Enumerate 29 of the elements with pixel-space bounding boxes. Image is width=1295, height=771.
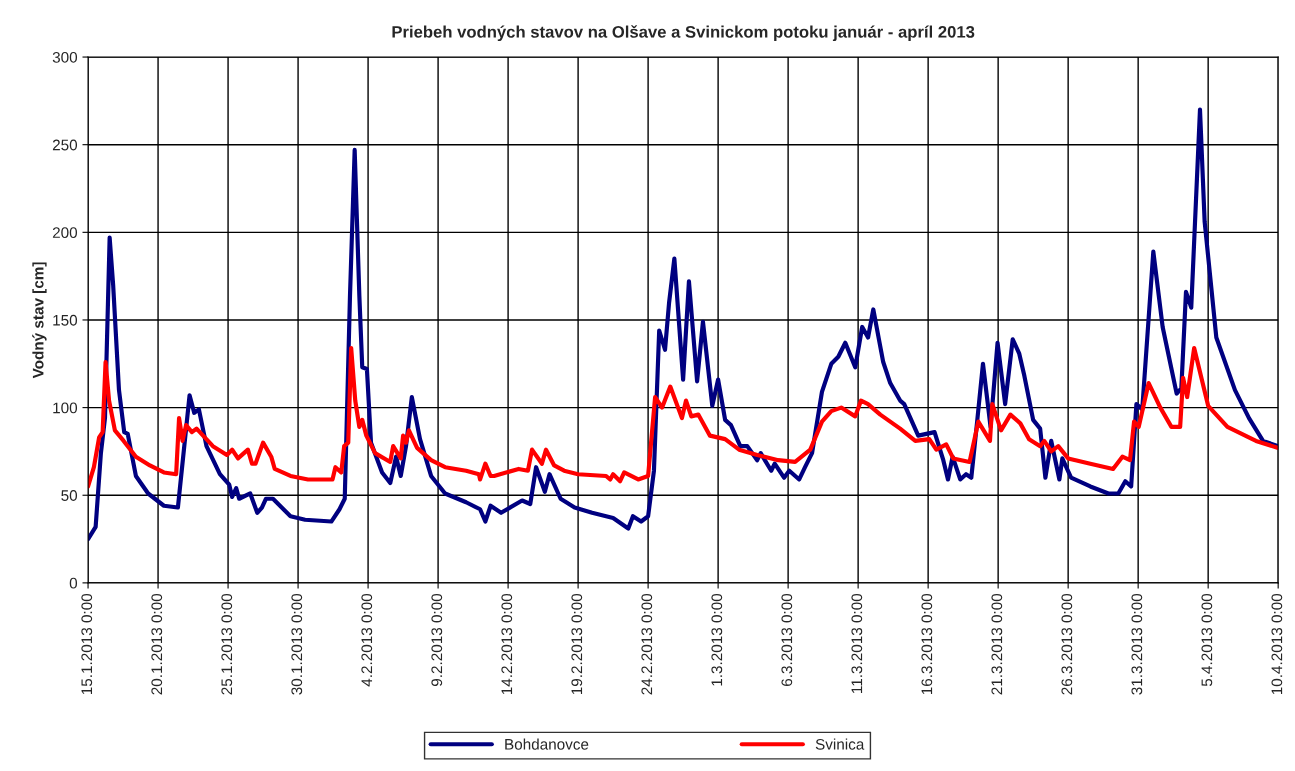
x-tick-label: 11.3.2013 0:00 xyxy=(851,593,863,693)
x-tick-label: 4.2.2013 0:00 xyxy=(361,593,373,687)
x-tick-label: 14.2.2013 0:00 xyxy=(501,593,513,695)
x-tick-label: 20.1.2013 0:00 xyxy=(151,593,163,695)
y-tick-label: 0 xyxy=(69,577,78,589)
x-tick-label: 19.2.2013 0:00 xyxy=(571,593,583,695)
x-tick-label: 24.2.2013 0:00 xyxy=(641,593,653,695)
y-tick-label: 50 xyxy=(61,490,78,501)
x-tick-label: 26.3.2013 0:00 xyxy=(1061,593,1073,695)
chart-title: Priebeh vodných stavov na Olšave a Svinickom potoku január - apríl 2013 xyxy=(392,25,975,42)
x-tick-label: 30.1.2013 0:00 xyxy=(291,593,303,695)
x-tick-label: 5.4.2013 0:00 xyxy=(1201,593,1213,687)
y-tick-label: 100 xyxy=(53,402,78,414)
y-tick-label: 300 xyxy=(52,51,78,63)
x-tick-label: 25.1.2013 0:00 xyxy=(221,593,233,695)
legend-label: Bohdanovce xyxy=(505,738,589,750)
x-tick-label: 21.3.2013 0:00 xyxy=(991,593,1003,695)
y-tick-label: 250 xyxy=(52,139,78,151)
x-tick-label: 10.4.2013 0:00 xyxy=(1271,593,1283,695)
y-tick-label: 150 xyxy=(53,314,78,326)
x-tick-label: 31.3.2013 0:00 xyxy=(1131,593,1143,695)
x-tick-label: 15.1.2013 0:00 xyxy=(81,593,93,695)
x-tick-label: 1.3.2013 0:00 xyxy=(711,593,723,686)
y-tick-label: 200 xyxy=(52,227,78,239)
x-tick-label: 16.3.2013 0:00 xyxy=(921,593,933,695)
x-tick-label: 9.2.2013 0:00 xyxy=(431,593,443,687)
y-axis-title: Vodný stav [cm] xyxy=(32,262,47,379)
x-tick-label: 6.3.2013 0:00 xyxy=(781,593,793,686)
legend-label: Svinica xyxy=(815,738,865,750)
